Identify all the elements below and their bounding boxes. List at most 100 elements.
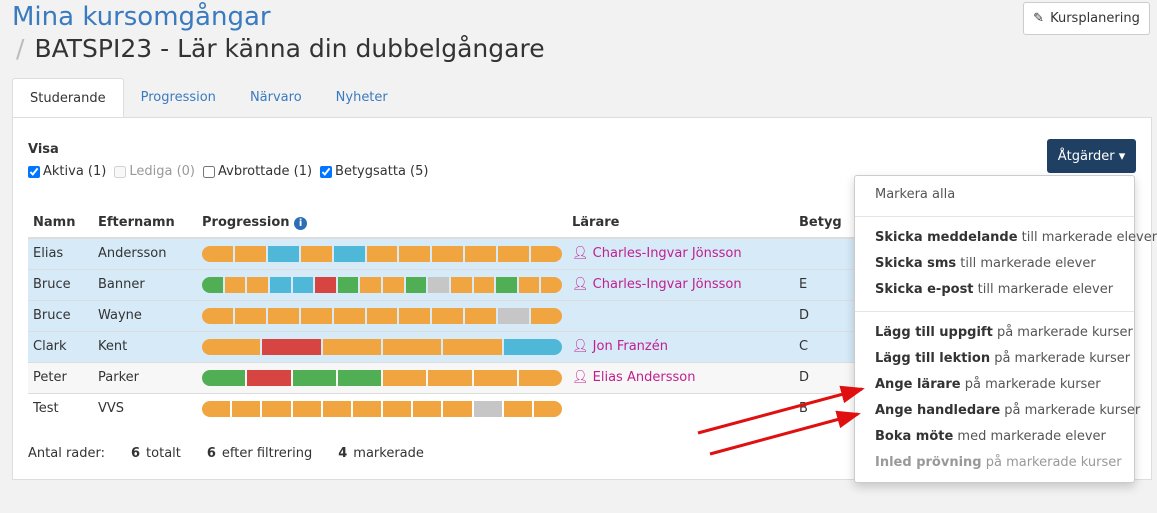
progress-segment[interactable] (300, 307, 332, 324)
filter-option[interactable]: Lediga (0) (114, 164, 195, 179)
filter-option[interactable]: Betygsatta (5) (320, 164, 428, 179)
progress-segment[interactable] (269, 276, 291, 293)
progress-segment[interactable] (202, 400, 231, 417)
progress-segment[interactable] (473, 400, 502, 417)
progress-segment[interactable] (202, 338, 261, 355)
progress-segment[interactable] (465, 307, 497, 324)
tab-progression[interactable]: Progression (140, 90, 216, 105)
tab-nyheter[interactable]: Nyheter (335, 90, 388, 105)
table-row[interactable]: Clark Kent 👤︎ Jon Franzén C (28, 330, 1134, 362)
progress-segment[interactable] (366, 307, 398, 324)
progress-segment[interactable] (224, 276, 246, 293)
col-efternamn[interactable]: Efternamn (93, 207, 197, 239)
progress-segment[interactable] (498, 245, 530, 262)
progress-segment[interactable] (496, 276, 517, 293)
progress-segment[interactable] (531, 245, 562, 262)
col-larare[interactable]: Lärare (567, 207, 794, 239)
progress-segment[interactable] (413, 400, 442, 417)
progress-segment[interactable] (465, 245, 497, 262)
teacher-link[interactable]: 👤︎ Elias Andersson (572, 370, 696, 385)
menu-item[interactable]: Ange handledare på markerade kurser (855, 398, 1140, 424)
progress-segment[interactable] (533, 400, 562, 417)
progress-segment[interactable] (360, 276, 381, 293)
progress-segment[interactable] (202, 369, 246, 386)
progress-segment[interactable] (234, 245, 266, 262)
col-namn[interactable]: Namn (28, 207, 93, 239)
filter-option[interactable]: Avbrottade (1) (203, 164, 312, 179)
progress-segment[interactable] (383, 400, 412, 417)
course-planning-button[interactable]: ✎ Kursplanering (1023, 2, 1150, 35)
progress-segment[interactable] (315, 276, 336, 293)
progress-segment[interactable] (473, 276, 495, 293)
teacher-link[interactable]: 👤︎ Jon Franzén (572, 339, 668, 354)
progress-segment[interactable] (322, 400, 351, 417)
progress-segment[interactable] (383, 369, 427, 386)
progress-segment[interactable] (267, 307, 299, 324)
menu-item[interactable]: Ange lärare på markerade kurser (855, 372, 1134, 398)
filter-option[interactable]: Aktiva (1) (28, 164, 106, 179)
progress-segment[interactable] (383, 276, 404, 293)
progress-segment[interactable] (432, 307, 464, 324)
progress-segment[interactable] (262, 400, 291, 417)
menu-item[interactable]: Markera alla (855, 182, 1134, 208)
progress-segment[interactable] (333, 245, 365, 262)
filter-checkbox[interactable] (114, 165, 127, 178)
progress-segment[interactable] (333, 307, 365, 324)
progress-segment[interactable] (503, 400, 532, 417)
teacher-link[interactable]: 👤︎ Charles-Ingvar Jönsson (572, 246, 742, 262)
menu-item[interactable]: Skicka meddelande till markerade elever (855, 225, 1157, 251)
progress-segment[interactable] (399, 307, 431, 324)
col-progression[interactable]: Progression i (197, 207, 567, 239)
progress-segment[interactable] (428, 369, 472, 386)
progress-segment[interactable] (267, 245, 299, 262)
progress-segment[interactable] (443, 338, 502, 355)
progress-segment[interactable] (518, 276, 540, 293)
progress-segment[interactable] (531, 307, 562, 324)
progress-segment[interactable] (247, 276, 268, 293)
progress-segment[interactable] (247, 369, 291, 386)
progress-segment[interactable] (399, 245, 431, 262)
progress-segment[interactable] (518, 369, 562, 386)
progress-segment[interactable] (202, 307, 233, 324)
menu-item[interactable]: Lägg till lektion på markerade kurser (855, 346, 1134, 372)
actions-button[interactable]: Åtgärder ▾ (1047, 139, 1136, 173)
progress-segment[interactable] (432, 245, 464, 262)
progress-segment[interactable] (337, 276, 359, 293)
progress-segment[interactable] (202, 245, 233, 262)
progress-segment[interactable] (292, 369, 336, 386)
progress-segment[interactable] (262, 338, 321, 355)
progress-segment[interactable] (443, 400, 472, 417)
progress-segment[interactable] (322, 338, 381, 355)
progress-segment[interactable] (337, 369, 381, 386)
filter-checkbox[interactable] (203, 165, 215, 178)
menu-item[interactable]: Skicka e-post till markerade elever (855, 277, 1134, 303)
progress-segment[interactable] (405, 276, 427, 293)
progress-segment[interactable] (300, 245, 332, 262)
progress-segment[interactable] (202, 276, 223, 293)
progress-segment[interactable] (382, 338, 442, 355)
tab-närvaro[interactable]: Närvaro (249, 90, 302, 105)
progress-segment[interactable] (352, 400, 382, 417)
tab-studerande[interactable]: Studerande (12, 78, 124, 118)
menu-item[interactable]: Skicka sms till markerade elever (855, 251, 1134, 277)
progress-segment[interactable] (292, 400, 321, 417)
progress-segment[interactable] (428, 276, 449, 293)
filter-checkbox[interactable] (320, 165, 333, 178)
breadcrumb-link[interactable]: Mina kursomgångar (12, 2, 271, 32)
progress-segment[interactable] (498, 307, 530, 324)
progress-segment[interactable] (366, 245, 398, 262)
progress-segment[interactable] (473, 369, 517, 386)
progress-segment[interactable] (450, 276, 472, 293)
menu-item[interactable]: Inled prövning på markerade kurser (855, 450, 1134, 476)
progress-segment[interactable] (541, 276, 562, 293)
progress-segment[interactable] (232, 400, 261, 417)
progress-segment[interactable] (292, 276, 314, 293)
info-icon[interactable]: i (294, 216, 308, 230)
filter-checkbox[interactable] (28, 165, 40, 178)
table-row[interactable]: Elias Andersson 👤︎ Charles-Ingvar Jönsson (28, 237, 1134, 269)
menu-item[interactable]: Lägg till uppgift på markerade kurser (855, 320, 1134, 346)
progress-segment[interactable] (503, 338, 562, 355)
teacher-link[interactable]: 👤︎ Charles-Ingvar Jönsson (572, 277, 742, 292)
menu-item[interactable]: Boka möte med markerade elever (855, 424, 1134, 450)
progress-segment[interactable] (234, 307, 266, 324)
